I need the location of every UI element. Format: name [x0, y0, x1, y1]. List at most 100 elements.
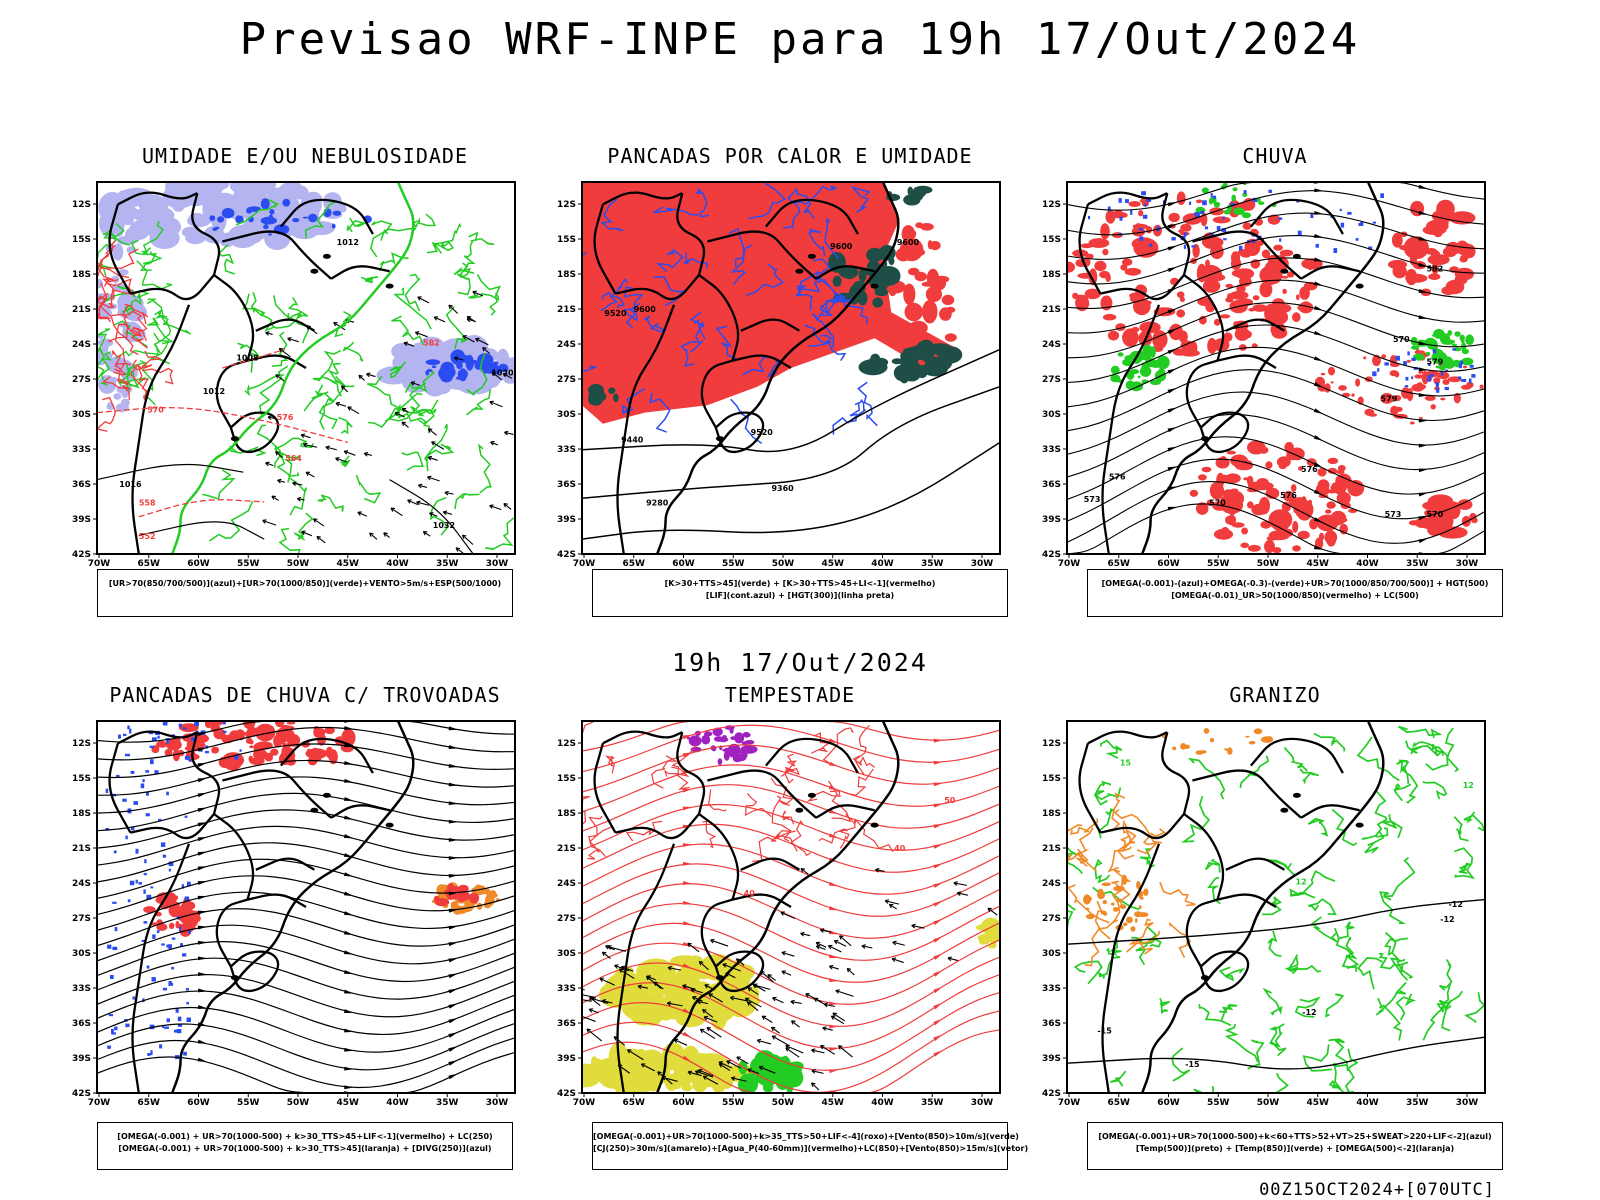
- lat-tick-label: 21S: [1042, 844, 1061, 854]
- legend-box: [OMEGA(-0.001)+UR>70(1000-500)+k<60+TTS>…: [1087, 1122, 1503, 1170]
- map-svg: 582 576 570 573 576 570 579 579 576 573 570 12S 15S 1…: [1042, 181, 1486, 569]
- lat-tick-label: 36S: [72, 1019, 91, 1029]
- page-title: Previsao WRF-INPE para 19h 17/Out/2024: [239, 14, 1361, 65]
- contour-label: -15: [1185, 1060, 1200, 1069]
- lon-tick-label: 55W: [237, 559, 260, 569]
- lat-tick-label: 18S: [1042, 809, 1061, 819]
- contour-label: 570: [147, 406, 164, 415]
- contour-label: 564: [285, 454, 302, 463]
- lon-tick-label: 50W: [772, 559, 795, 569]
- contour-label: 1016: [119, 480, 142, 489]
- lat-tick-label: 27S: [1042, 914, 1061, 924]
- lon-tick-label: 40W: [871, 1098, 894, 1108]
- panel-title: CHUVA: [1242, 144, 1308, 168]
- lat-tick-label: 12S: [72, 200, 91, 210]
- lat-tick-label: 30S: [1042, 949, 1061, 959]
- legend-box: [OMEGA(-0.001) + UR>70(1000-500) + k>30_…: [97, 1122, 513, 1170]
- panel-title: TEMPESTADE: [724, 683, 856, 707]
- lon-tick-label: 45W: [1307, 559, 1330, 569]
- lat-tick-label: 27S: [72, 375, 91, 385]
- contour-label: 576: [277, 413, 294, 422]
- lat-tick-label: 33S: [557, 984, 576, 994]
- legend-line: [OMEGA(-0.001)-(azul)+OMEGA(-0.3)-(verde…: [1101, 579, 1489, 588]
- lat-tick-label: 24S: [557, 340, 576, 350]
- lon-tick-label: 40W: [1356, 1098, 1379, 1108]
- contour-label: 1012: [337, 238, 359, 247]
- lat-tick-label: 15S: [72, 235, 91, 245]
- map-layers: 40 50 40: [582, 721, 1000, 1093]
- map-frame: [96, 181, 516, 555]
- legend-line: [LIF](cont.azul) + [HGT(300)](linha pret…: [705, 591, 895, 600]
- lat-tick-label: 39S: [72, 515, 91, 525]
- lon-tick-label: 55W: [1207, 1098, 1230, 1108]
- lon-tick-label: 45W: [337, 559, 360, 569]
- lat-tick-label: 39S: [1042, 515, 1061, 525]
- lon-tick-label: 60W: [672, 559, 695, 569]
- lon-tick-label: 45W: [337, 1098, 360, 1108]
- lon-tick-label: 65W: [138, 559, 161, 569]
- contour-label: 582: [1426, 264, 1443, 273]
- lon-tick-label: 60W: [672, 1098, 695, 1108]
- run-stamp: 00Z15OCT2024+[070UTC]: [1259, 1180, 1495, 1200]
- contour-label: 558: [139, 499, 156, 508]
- map-svg: 9600 9520 9440 9360 9280 9600 9520 9600 12S 15S 18…: [557, 181, 1001, 569]
- lat-tick-label: 33S: [1042, 984, 1061, 994]
- lat-tick-label: 30S: [557, 410, 576, 420]
- lon-tick-label: 50W: [1257, 1098, 1280, 1108]
- map-frame: [1066, 181, 1486, 555]
- lat-tick-label: 36S: [557, 1019, 576, 1029]
- lat-tick-label: 24S: [1042, 879, 1061, 889]
- legend-line: [UR>70(850/700/500)](azul)+[UR>70(1000/8…: [108, 579, 502, 588]
- contour-label: 570: [1393, 335, 1410, 344]
- lon-tick-label: 65W: [1108, 1098, 1131, 1108]
- lat-tick-label: 42S: [557, 1089, 576, 1099]
- lon-tick-label: 70W: [88, 559, 111, 569]
- lat-tick-label: 33S: [72, 984, 91, 994]
- lon-tick-label: 65W: [623, 559, 646, 569]
- lat-tick-label: 27S: [1042, 375, 1061, 385]
- contour-label: 570: [1209, 499, 1226, 508]
- lat-tick-label: 12S: [1042, 739, 1061, 749]
- lat-tick-label: 33S: [557, 445, 576, 455]
- lon-tick-label: 65W: [1108, 559, 1131, 569]
- lat-tick-label: 36S: [1042, 1019, 1061, 1029]
- contour-label: -15: [1097, 1027, 1112, 1036]
- panel-granizo: GRANIZO -12 -12 -12 -15 -15 12 15 12 12S 15S 18S 21…: [1035, 683, 1515, 1183]
- contour-label: 12: [1463, 781, 1474, 790]
- contour-label: 50: [944, 796, 956, 805]
- contour-label: 576: [1301, 465, 1318, 474]
- lat-tick-label: 39S: [557, 1054, 576, 1064]
- lat-tick-label: 36S: [557, 480, 576, 490]
- lat-tick-label: 30S: [1042, 410, 1061, 420]
- lat-tick-label: 18S: [557, 809, 576, 819]
- lat-tick-label: 21S: [557, 305, 576, 315]
- contour-label: 579: [1426, 357, 1443, 366]
- lat-tick-label: 24S: [72, 340, 91, 350]
- lon-tick-label: 60W: [187, 559, 210, 569]
- lat-tick-label: 30S: [72, 410, 91, 420]
- legend-line: [OMEGA(-0.001) + UR>70(1000-500) + k>30_…: [117, 1132, 493, 1141]
- contour-label: 582: [423, 339, 440, 348]
- contour-label: 9600: [830, 242, 853, 251]
- lat-tick-label: 15S: [72, 774, 91, 784]
- contour-label: 576: [1109, 473, 1126, 482]
- lon-tick-label: 65W: [623, 1098, 646, 1108]
- contour-label: 1032: [433, 521, 455, 530]
- lat-tick-label: 42S: [1042, 550, 1061, 560]
- panel-tempestade: TEMPESTADE 40 50 40 12S 15S 18S 21S 24S 27S 30S 33…: [550, 683, 1030, 1183]
- legend-box: [UR>70(850/700/500)](azul)+[UR>70(1000/8…: [97, 569, 513, 617]
- map-layers: [97, 721, 515, 1093]
- lon-tick-label: 60W: [1157, 559, 1180, 569]
- lat-tick-label: 27S: [72, 914, 91, 924]
- map-frame: [96, 720, 516, 1094]
- lon-tick-label: 70W: [573, 1098, 596, 1108]
- lat-tick-label: 39S: [1042, 1054, 1061, 1064]
- lon-tick-label: 40W: [386, 1098, 409, 1108]
- panel-title: GRANIZO: [1229, 683, 1321, 707]
- lat-tick-label: 15S: [1042, 774, 1061, 784]
- lon-tick-label: 40W: [1356, 559, 1379, 569]
- lat-tick-label: 33S: [1042, 445, 1061, 455]
- map-svg: 1008 1012 1016 1020 1032 1012 570 576 564 582 558 5…: [72, 181, 516, 569]
- lat-tick-label: 42S: [72, 1089, 91, 1099]
